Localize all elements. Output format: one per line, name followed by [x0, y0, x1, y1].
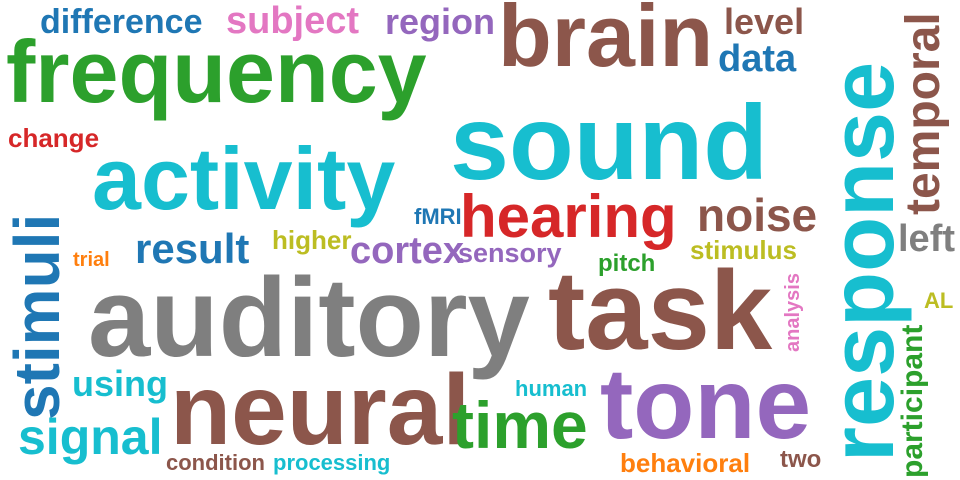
word-auditory: auditory — [88, 255, 530, 380]
word-cortex: cortex — [350, 230, 465, 272]
word-sound: sound — [450, 84, 768, 202]
word-level: level — [724, 1, 805, 42]
word-subject: subject — [226, 0, 360, 42]
word-change: change — [8, 123, 100, 153]
word-fmri: fMRI — [414, 204, 462, 229]
word-two: two — [780, 446, 822, 473]
word-trial: trial — [73, 249, 110, 271]
word-noise: noise — [697, 189, 818, 241]
word-left: left — [898, 218, 955, 260]
word-condition: condition — [166, 450, 265, 475]
word-human: human — [515, 376, 588, 401]
word-processing: processing — [273, 450, 391, 475]
word-frequency: frequency — [6, 22, 427, 121]
word-temporal: temporal — [897, 12, 950, 215]
word-stimuli: stimuli — [1, 213, 73, 420]
word-analysis: analysis — [782, 273, 804, 352]
word-brain: brain — [498, 0, 714, 85]
word-participant: participant — [896, 324, 929, 478]
word-neural: neural — [170, 354, 471, 466]
word-region: region — [385, 1, 496, 42]
word-signal: signal — [18, 409, 163, 465]
word-difference: difference — [40, 3, 203, 41]
word-using: using — [72, 363, 168, 404]
word-pitch: pitch — [598, 250, 656, 277]
word-stimulus: stimulus — [690, 235, 797, 265]
word-al: AL — [924, 288, 954, 313]
word-data: data — [718, 38, 797, 80]
word-behavioral: behavioral — [620, 448, 751, 478]
word-time: time — [452, 388, 588, 462]
word-result: result — [135, 225, 250, 272]
word-sensory: sensory — [458, 238, 562, 268]
word-hearing: hearing — [460, 183, 677, 250]
word-task: task — [548, 248, 773, 373]
word-higher: higher — [272, 225, 352, 255]
word-tone: tone — [600, 348, 812, 460]
word-activity: activity — [92, 129, 396, 228]
word-response: response — [813, 61, 913, 462]
